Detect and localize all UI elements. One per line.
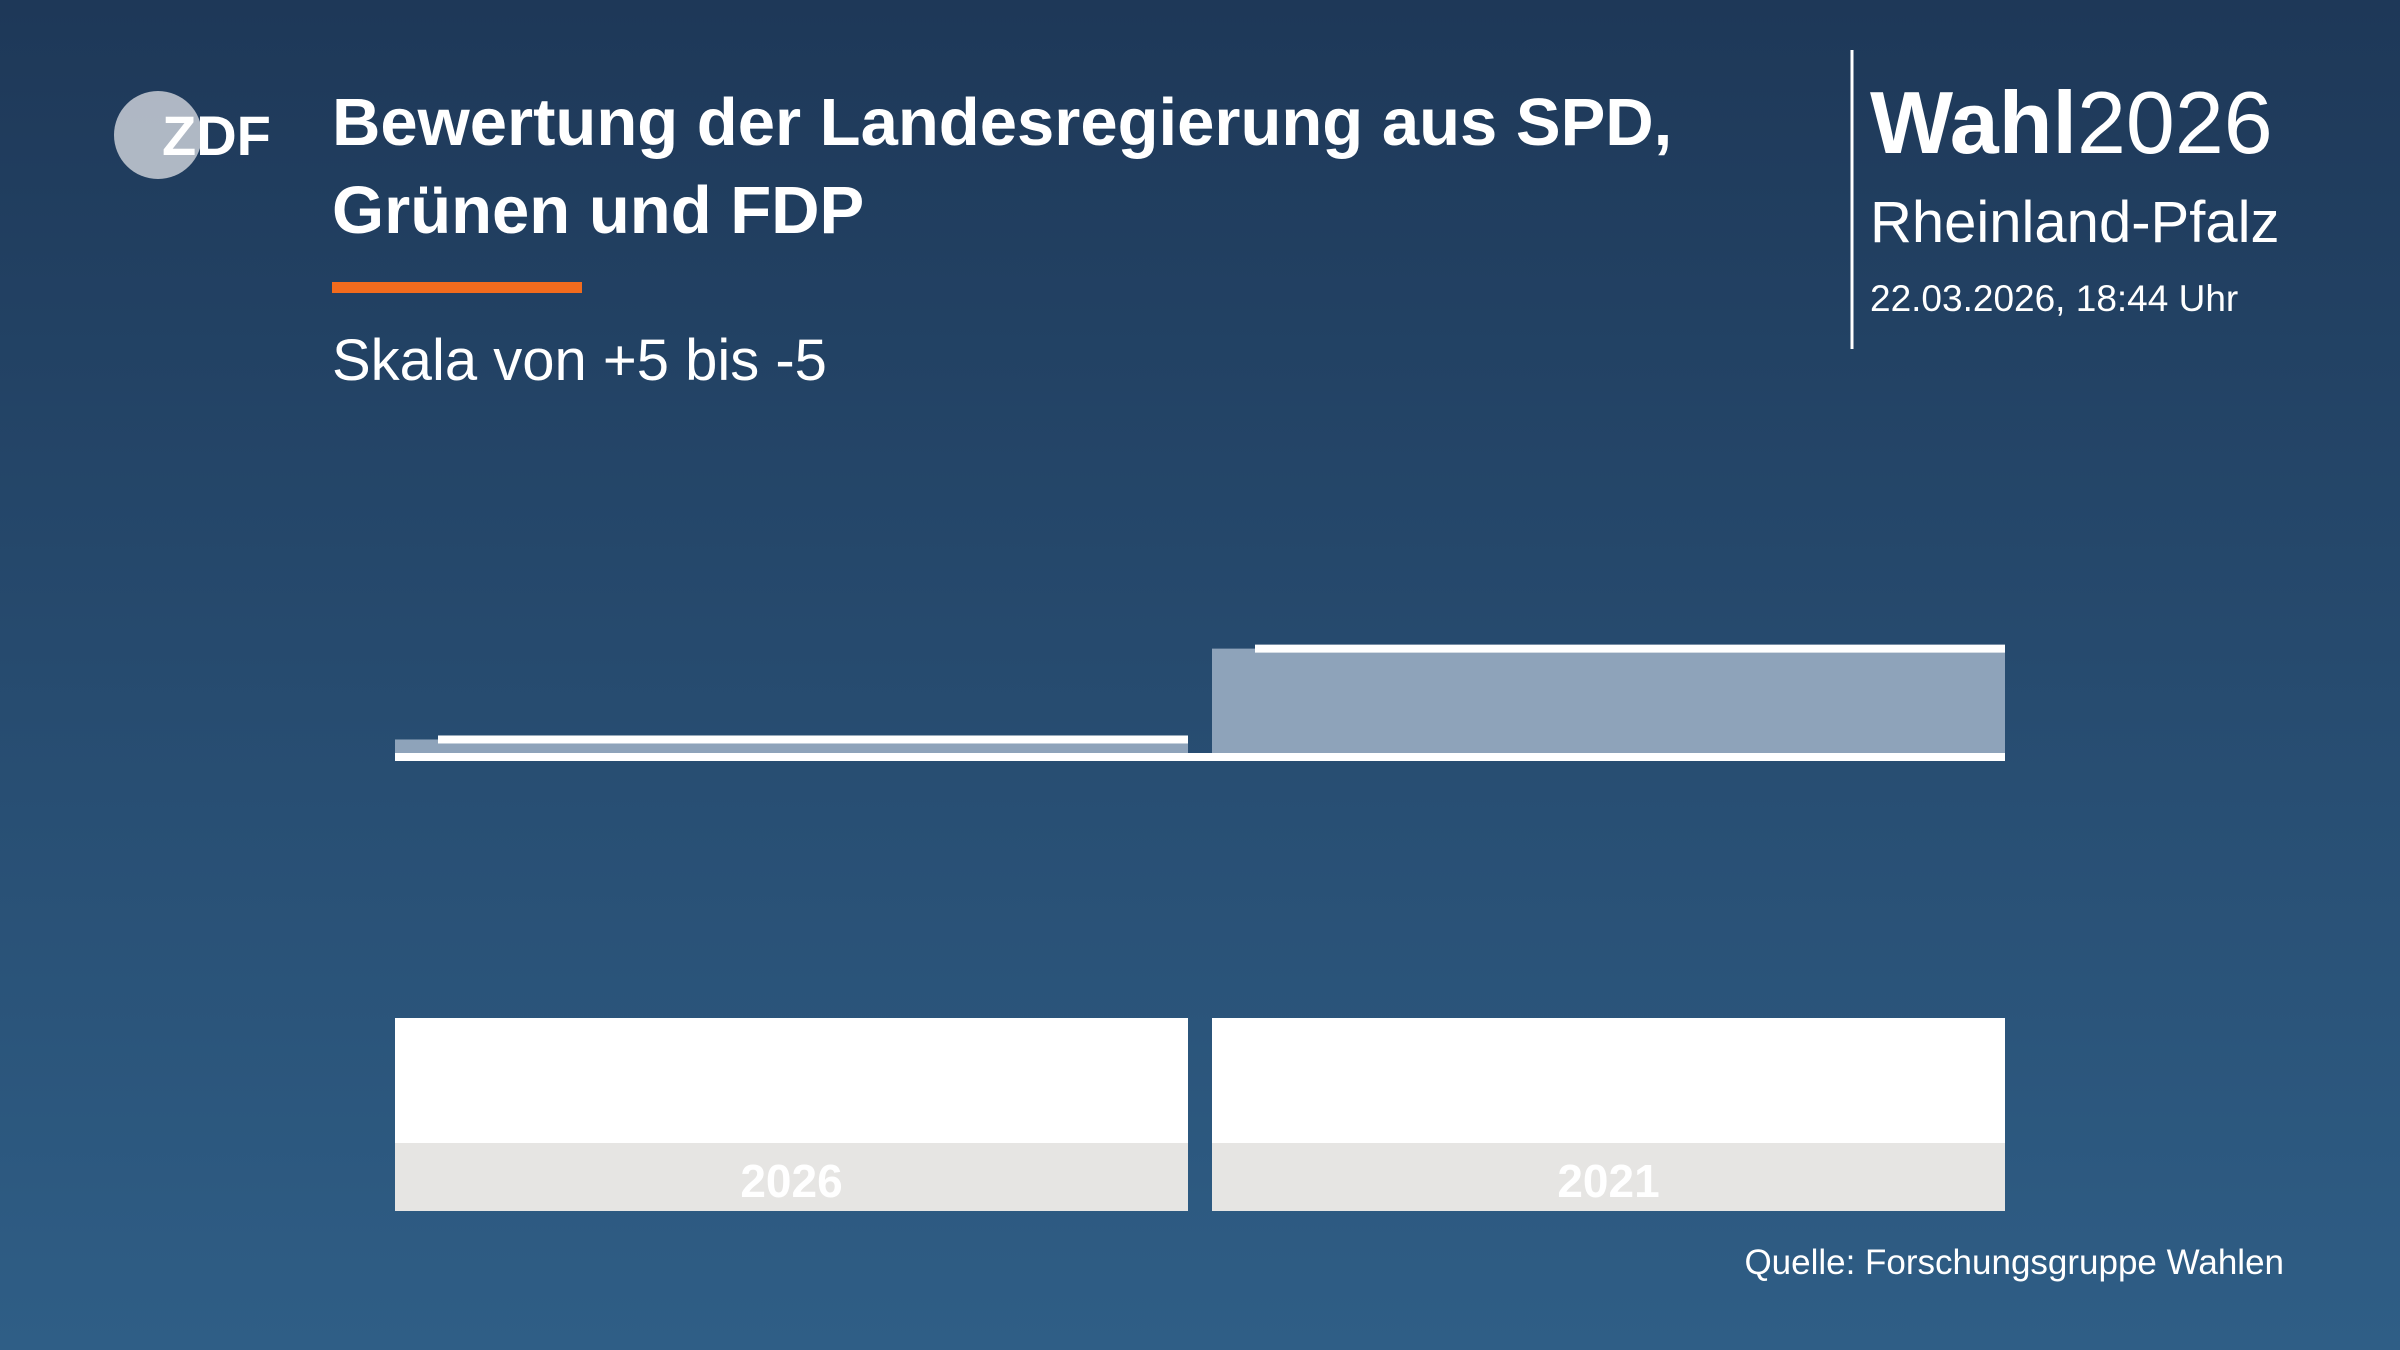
value-label: +1,3 [1532,1044,1684,1130]
bar-cap [438,735,1188,744]
bar [1212,648,2005,756]
accent-line [332,282,582,293]
source: Quelle: Forschungsgruppe Wahlen [1744,1243,2284,1282]
value-label: +0,2 [715,1044,867,1130]
timestamp: 22.03.2026, 18:44 Uhr [1870,278,2238,319]
value-box [1212,1018,2005,1143]
baseline [395,753,2005,761]
brand: Wahl2026 [1870,73,2273,172]
chart-title: Grünen und FDP [332,173,864,248]
logo-circle [114,91,202,179]
logo: ZDF [162,104,271,167]
category-box [395,1143,1188,1211]
x-tick-label: 2026 [740,1155,842,1207]
brand-word: Wahl [1870,73,2077,172]
region: Rheinland-Pfalz [1870,190,2279,255]
category-box [1212,1143,2005,1211]
value-box [395,1018,1188,1143]
chart-subtitle: Skala von +5 bis -5 [332,328,827,393]
x-tick-label: 2021 [1557,1155,1659,1207]
bar-cap [1255,644,2005,653]
brand-year: 2026 [2077,73,2273,172]
bar [395,739,1188,756]
chart-title: Bewertung der Landesregierung aus SPD, [332,85,1672,160]
